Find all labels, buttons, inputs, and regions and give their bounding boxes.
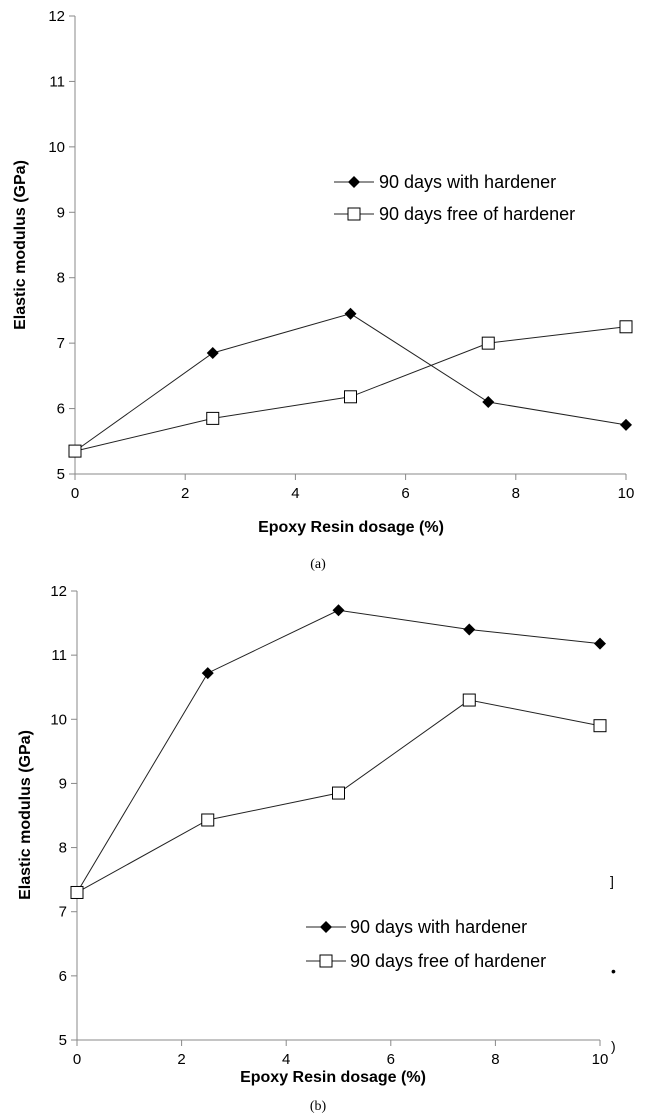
panel-b-x-tick-label: 10 bbox=[592, 1051, 609, 1068]
panel-b-y-tick-label: 11 bbox=[51, 647, 67, 664]
panel-b-x-axis-label: Epoxy Resin dosage (%) bbox=[240, 1069, 426, 1086]
panel-a-y-tick-label: 7 bbox=[57, 335, 65, 352]
panel-b-x-ticks: 0 2 4 6 8 10 bbox=[73, 1040, 609, 1068]
panel-a: 5 6 7 8 9 10 11 12 0 2 4 6 8 10 Elastic modulus (GPa… bbox=[12, 8, 634, 572]
panel-a-legend-label-free-of-hardener: 90 days free of hardener bbox=[379, 204, 575, 224]
panel-b-point-with-hardener bbox=[201, 667, 214, 680]
panel-b-point-with-hardener bbox=[463, 623, 476, 636]
panel-b-x-tick-label: 6 bbox=[387, 1051, 395, 1068]
panel-a-y-tick-label: 12 bbox=[48, 8, 65, 25]
panel-b-legend-swatch-diamond-marker bbox=[320, 921, 332, 933]
panel-a-point-with-hardener bbox=[482, 396, 495, 409]
panel-b-legend-label-free-of-hardener: 90 days free of hardener bbox=[350, 951, 546, 971]
panel-b-caption: (b) bbox=[310, 1099, 327, 1114]
panel-a-point-free-of-hardener bbox=[619, 320, 633, 334]
panel-b-point-free-of-hardener bbox=[201, 813, 215, 827]
panel-a-y-axis-label: Elastic modulus (GPa) bbox=[12, 160, 29, 330]
panel-b-point-free-of-hardener bbox=[593, 719, 607, 733]
panel-a-y-tick-label: 5 bbox=[57, 466, 65, 483]
panel-a-y-tick-label: 9 bbox=[57, 204, 65, 221]
panel-b-y-tick-label: 10 bbox=[50, 711, 67, 728]
panel-b-legend: 90 days with hardener 90 days free of ha… bbox=[306, 917, 546, 971]
crop-artifact-bracket: ] bbox=[610, 873, 614, 889]
panel-a-point-free-of-hardener bbox=[206, 411, 220, 425]
panel-b-legend-swatch-square-marker bbox=[319, 954, 333, 968]
crop-artifact-dot: • bbox=[611, 963, 616, 979]
panel-b-y-tick-label: 12 bbox=[50, 583, 67, 600]
panel-a-point-with-hardener bbox=[206, 346, 219, 359]
panel-a-point-free-of-hardener bbox=[481, 336, 495, 350]
panel-b-x-tick-label: 0 bbox=[73, 1051, 81, 1068]
panel-a-x-tick-label: 4 bbox=[291, 485, 299, 502]
panel-a-x-tick-label: 8 bbox=[512, 485, 520, 502]
panel-a-x-tick-label: 0 bbox=[71, 485, 79, 502]
panel-a-y-tick-label: 10 bbox=[48, 139, 65, 156]
panel-a-y-tick-label: 8 bbox=[57, 270, 65, 287]
panel-b-y-tick-label: 5 bbox=[59, 1032, 67, 1049]
panel-a-x-tick-label: 2 bbox=[181, 485, 189, 502]
panel-b-plot-area: 5 6 7 8 9 10 11 12 0 2 4 6 8 10 bbox=[50, 583, 608, 1068]
panel-b-point-with-hardener bbox=[332, 604, 345, 617]
panel-a-legend-swatch-square-marker bbox=[347, 207, 361, 221]
panel-b-y-axis-label: Elastic modulus (GPa) bbox=[17, 730, 34, 900]
panel-b-x-tick-label: 2 bbox=[177, 1051, 185, 1068]
panel-a-legend-swatch-diamond-marker bbox=[348, 176, 360, 188]
panel-a-y-tick-label: 11 bbox=[49, 73, 65, 90]
panel-b-series-line-with-hardener bbox=[76, 609, 601, 893]
panel-b-x-tick-label: 8 bbox=[491, 1051, 499, 1068]
panel-b-y-ticks: 5 6 7 8 9 10 11 12 bbox=[50, 583, 77, 1049]
panel-a-point-with-hardener bbox=[344, 307, 357, 320]
panel-a-x-ticks: 0 2 4 6 8 10 bbox=[71, 474, 635, 502]
panel-b-y-tick-label: 8 bbox=[59, 840, 67, 857]
panel-a-caption: (a) bbox=[310, 557, 326, 572]
panel-a-x-tick-label: 10 bbox=[618, 485, 635, 502]
panel-b-point-with-hardener bbox=[594, 637, 606, 650]
panel-b-point-free-of-hardener bbox=[332, 786, 345, 800]
panel-a-point-free-of-hardener bbox=[344, 390, 357, 404]
panel-a-y-ticks: 5 6 7 8 9 10 11 12 bbox=[48, 8, 75, 483]
panel-a-legend: 90 days with hardener 90 days free of ha… bbox=[334, 172, 575, 224]
panel-b-point-free-of-hardener bbox=[462, 693, 476, 707]
panel-a-series bbox=[68, 307, 633, 458]
panel-a-point-free-of-hardener bbox=[68, 444, 82, 458]
crop-artifact-paren: ) bbox=[611, 1038, 616, 1054]
panel-b: 5 6 7 8 9 10 11 12 0 2 4 6 8 10 Elastic modulus (GPa… bbox=[17, 583, 608, 1114]
panel-b-series bbox=[70, 604, 607, 899]
panel-b-x-tick-label: 4 bbox=[282, 1051, 290, 1068]
panel-b-y-tick-label: 9 bbox=[59, 775, 67, 792]
panel-b-y-tick-label: 7 bbox=[59, 904, 67, 921]
panel-a-plot-area: 5 6 7 8 9 10 11 12 0 2 4 6 8 10 bbox=[48, 8, 634, 502]
panel-a-point-with-hardener bbox=[620, 418, 632, 431]
panel-a-y-tick-label: 6 bbox=[57, 401, 65, 418]
panel-b-point-free-of-hardener bbox=[70, 885, 84, 899]
panel-a-series-line-free-of-hardener bbox=[74, 326, 627, 452]
panel-a-legend-label-with-hardener: 90 days with hardener bbox=[379, 172, 556, 192]
panel-a-x-axis-label: Epoxy Resin dosage (%) bbox=[258, 519, 444, 536]
panel-b-legend-label-with-hardener: 90 days with hardener bbox=[350, 917, 527, 937]
panel-a-x-tick-label: 6 bbox=[401, 485, 409, 502]
panel-b-y-tick-label: 6 bbox=[59, 968, 67, 985]
panel-a-series-line-with-hardener bbox=[74, 313, 627, 452]
